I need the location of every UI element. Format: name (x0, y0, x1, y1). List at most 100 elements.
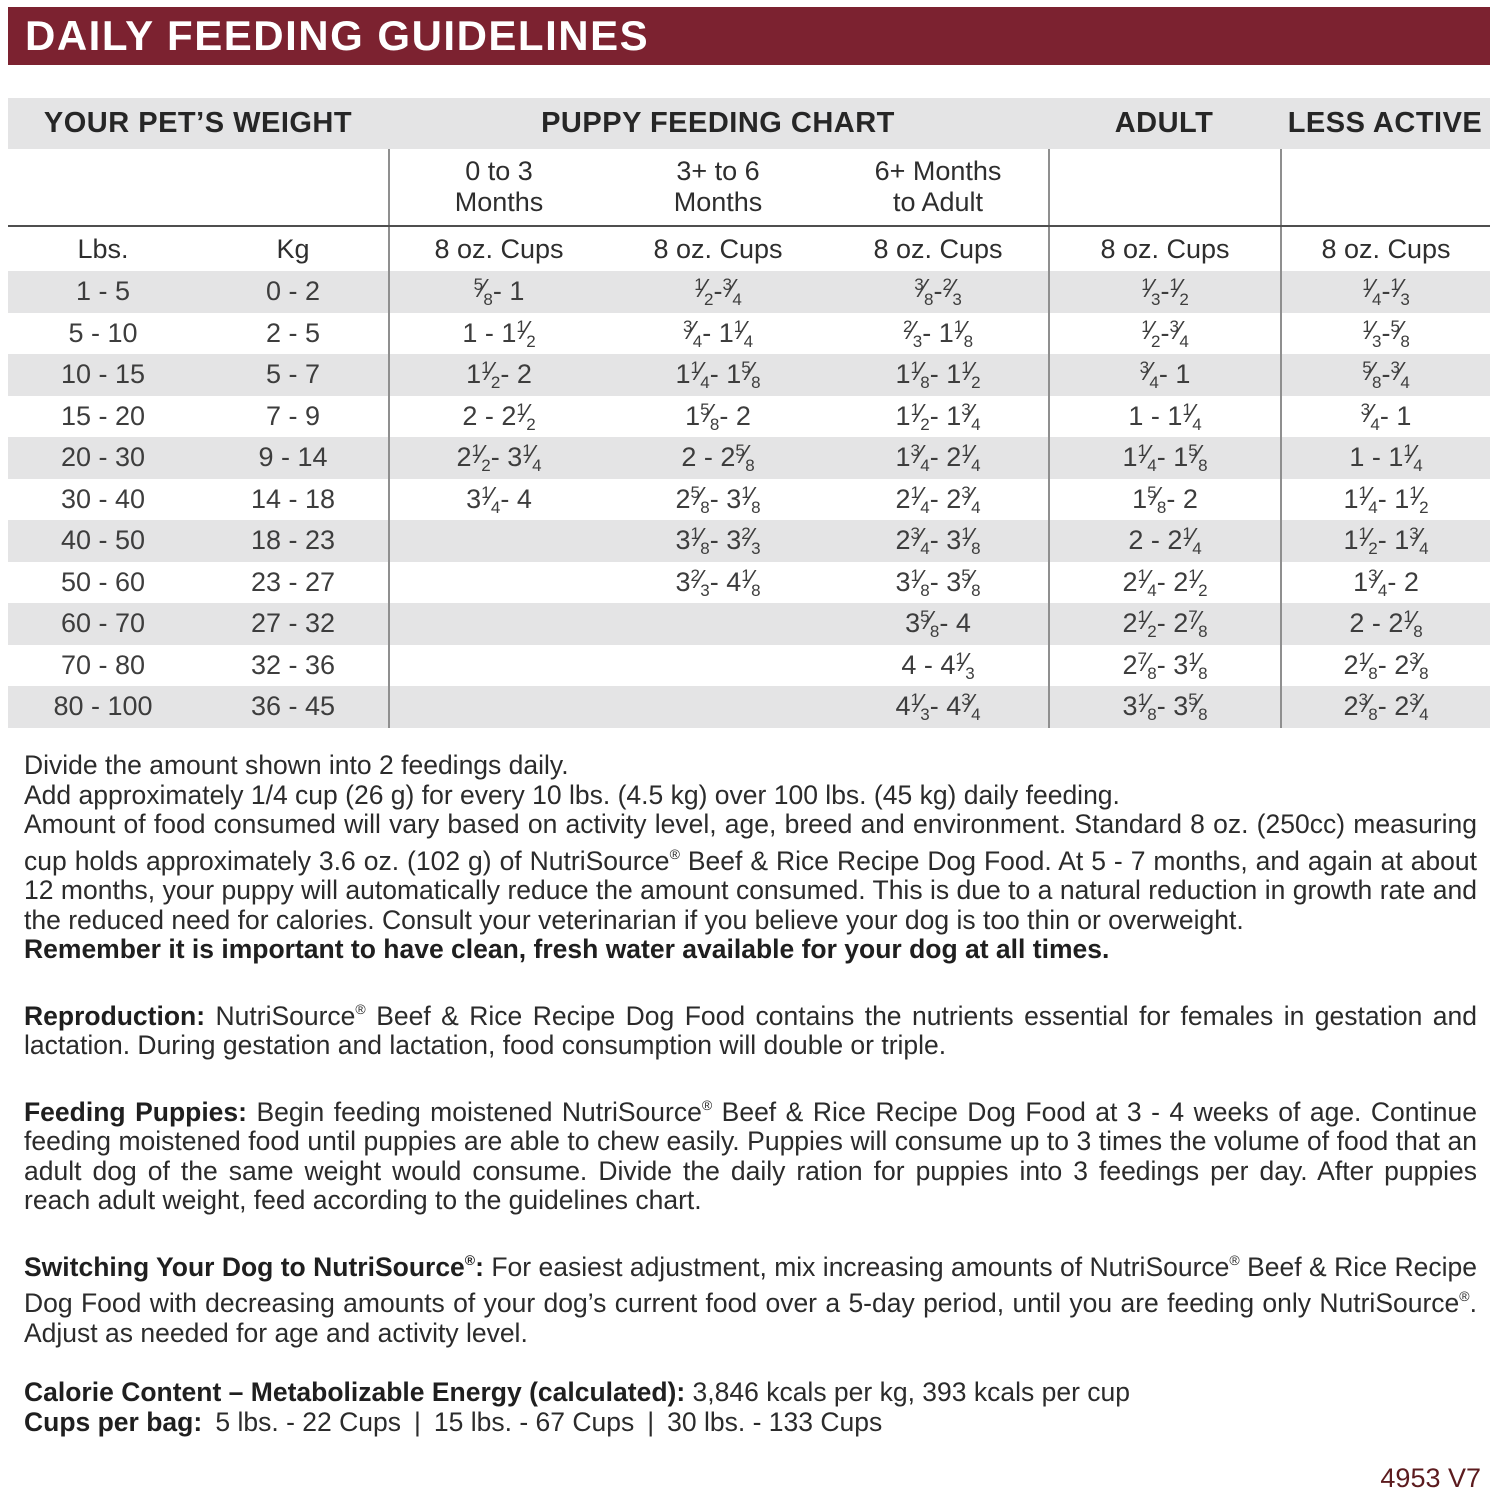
cups-item: 15 lbs. - 67 Cups (433, 1406, 635, 1437)
fraction: 5⁄8 (1362, 356, 1382, 393)
section-paragraph: Feeding Puppies: Begin feeding moistened… (24, 1096, 1477, 1215)
table-cell: 3 1⁄8 - 3 5⁄8 (895, 563, 981, 600)
registered-mark: ® (1229, 1251, 1240, 1268)
table-cell: 4 - 4 1⁄3 (901, 646, 975, 683)
table-cell: 2 1⁄2 - 2 7⁄8 (1048, 603, 1280, 645)
table-cell: 60 - 70 (60, 608, 146, 639)
unit-header-cups: 8 oz. Cups (1280, 227, 1490, 271)
table-row: 15 - 20 7 - 9 2 - 2 1⁄2 1 5⁄8 - 2 1 1⁄2 - 1 … (8, 395, 1490, 437)
table-cell: 2 - 5 (265, 317, 321, 348)
table-cell: 15 - 20 (60, 400, 146, 431)
table-cell: 3 5⁄8 - 4 (905, 605, 971, 642)
table-cell (388, 520, 608, 562)
table-cell: 1 3⁄4 - 2 (1280, 561, 1490, 603)
table-row: 1 - 5 0 - 2 5⁄8 - 1 1⁄2 - 3⁄4 3⁄8 - 2⁄3 1⁄3 -… (8, 271, 1490, 313)
table-cell: 1⁄2 - 3⁄4 (1048, 312, 1280, 354)
table-cell: 36 - 45 (250, 691, 336, 722)
table-cell: 1⁄3 - 5⁄8 (1280, 312, 1490, 354)
fraction: 1⁄8 (910, 563, 930, 600)
table-cell: 14 - 18 (250, 483, 336, 514)
fraction: 1⁄2 (1169, 273, 1189, 310)
table-cell: 0 - 2 (265, 276, 321, 307)
registered-mark: ® (701, 1096, 713, 1113)
table-cell: 2 3⁄8 - 2 3⁄4 (1280, 686, 1490, 728)
unit-header-cups: 8 oz. Cups (1048, 227, 1280, 271)
footer-code: 4953 V7 (1380, 1463, 1481, 1493)
fraction: 2⁄3 (902, 314, 923, 351)
unit-header-cups: 8 oz. Cups (653, 233, 783, 264)
fraction: 1⁄4 (690, 356, 710, 393)
table-cell: 1 1⁄4 - 1 5⁄8 (1048, 437, 1280, 479)
table-cell: 3 2⁄3 - 4 1⁄8 (675, 563, 761, 600)
registered-mark: ® (1459, 1288, 1470, 1304)
info-sections: Reproduction: NutriSource® Beef & Rice R… (24, 995, 1477, 1349)
table-cell: 3 1⁄4 - 4 (388, 478, 608, 520)
fraction: 1⁄3 (1141, 273, 1161, 310)
table-cell: 4 1⁄3 - 4 3⁄4 (895, 688, 981, 725)
fraction: 1⁄4 (733, 314, 754, 351)
table-cell: 7 - 9 (265, 400, 321, 431)
table-cell: 2 1⁄4 - 2 3⁄4 (895, 480, 981, 517)
table-cell (608, 686, 828, 728)
table-cell: 3⁄4 - 1 (1280, 395, 1490, 437)
table-cell: 1 - 5 (75, 276, 131, 307)
fraction: 1⁄4 (961, 439, 981, 476)
table-row: 70 - 80 32 - 36 4 - 4 1⁄3 2 7⁄8 - 3 1⁄8 2 1⁄… (8, 644, 1490, 686)
table-cell: 3⁄8 - 2⁄3 (914, 273, 962, 310)
table-cell: 10 - 15 (60, 359, 146, 390)
registered-mark: ® (355, 1000, 366, 1017)
table-cell: 1 1⁄2 - 1 3⁄4 (1280, 520, 1490, 562)
registered-mark: ® (464, 1251, 476, 1268)
table-cell (388, 644, 608, 686)
fraction: 1⁄2 (1141, 314, 1161, 351)
fraction: 5⁄8 (700, 397, 720, 434)
fraction: 2⁄3 (690, 563, 710, 600)
calorie-block: Calorie Content – Metabolizable Energy (… (24, 1377, 1477, 1437)
fraction: 3⁄4 (910, 522, 930, 559)
table-cell: 5 - 10 (68, 317, 138, 348)
table-cell: 1 - 1 1⁄4 (1280, 437, 1490, 479)
table-cell: 1⁄3 - 1⁄2 (1048, 271, 1280, 313)
fraction: 5⁄8 (1188, 688, 1208, 725)
table-cell: 9 - 14 (258, 442, 328, 473)
fraction: 3⁄4 (910, 439, 930, 476)
table-cell: 3⁄4 - 1 1⁄4 (682, 314, 754, 351)
month-header-line: Months (673, 187, 763, 217)
fraction: 1⁄8 (953, 314, 974, 351)
paragraph: Amount of food consumed will vary based … (24, 809, 1478, 935)
fraction: 3⁄4 (1368, 563, 1388, 600)
fraction: 3⁄4 (961, 480, 981, 517)
separator: | (647, 1406, 655, 1437)
fraction: 3⁄4 (1390, 356, 1410, 393)
fraction: 3⁄4 (1409, 688, 1429, 725)
group-header-pet-weight: YOUR PET’S WEIGHT (43, 107, 353, 139)
fraction: 1⁄2 (961, 356, 981, 393)
table-cell: 5 - 7 (265, 359, 321, 390)
table-body: 1 - 5 0 - 2 5⁄8 - 1 1⁄2 - 3⁄4 3⁄8 - 2⁄3 1⁄3 -… (8, 271, 1490, 728)
table-cell: 5⁄8 - 3⁄4 (1280, 354, 1490, 396)
table-cell: 5⁄8 - 1 (388, 271, 608, 313)
fraction: 5⁄8 (961, 563, 981, 600)
fraction: 1⁄2 (1137, 605, 1157, 642)
section-lead: Switching Your Dog to NutriSource®: (24, 1251, 484, 1282)
group-header-adult: ADULT (1114, 107, 1214, 139)
fraction: 1⁄8 (741, 563, 761, 600)
paragraph: Divide the amount shown into 2 feedings … (24, 750, 569, 780)
table-cell: 2 1⁄4 - 2 1⁄2 (1048, 561, 1280, 603)
fraction: 1⁄4 (481, 480, 501, 517)
fraction: 3⁄8 (914, 273, 934, 310)
fraction: 1⁄4 (1403, 439, 1423, 476)
group-header-puppy-chart: PUPPY FEEDING CHART (541, 107, 895, 139)
fraction: 1⁄8 (910, 356, 930, 393)
fraction: 1⁄2 (516, 314, 536, 351)
calorie-lead: Calorie Content – Metabolizable Energy (… (24, 1377, 686, 1407)
title-band: DAILY FEEDING GUIDELINES (8, 7, 1490, 65)
month-header-spacer (8, 149, 388, 225)
table-cell: 2 - 2 1⁄8 (1280, 603, 1490, 645)
section-lead: Reproduction: (24, 1000, 206, 1031)
table-cell: 1⁄2 - 3⁄4 (694, 273, 742, 310)
fraction: 3⁄8 (1358, 688, 1378, 725)
fraction: 1⁄8 (961, 522, 981, 559)
cups-item: 30 lbs. - 133 Cups (667, 1406, 883, 1437)
fraction: 1⁄8 (1137, 688, 1157, 725)
